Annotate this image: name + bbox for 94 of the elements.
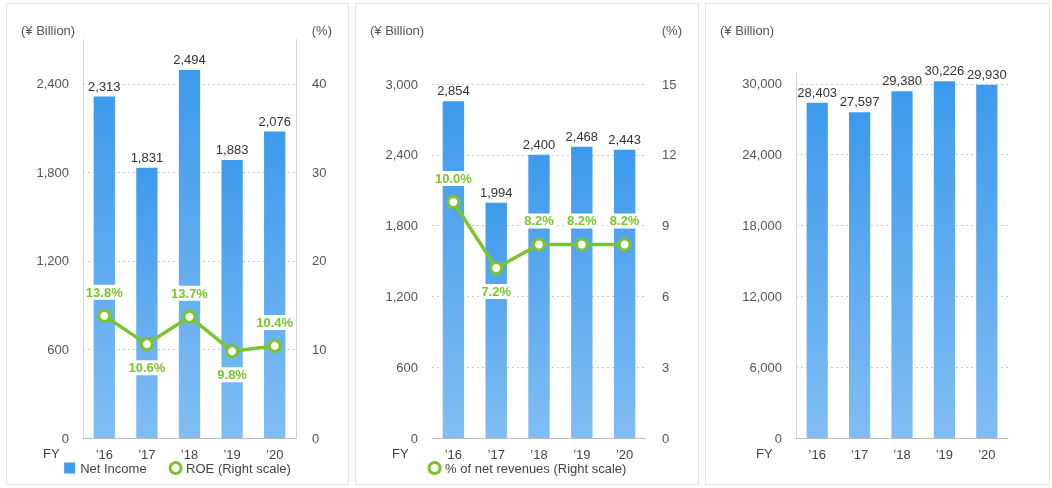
y-axis-title: (¥ Billion): [720, 23, 775, 38]
legend-label: ROE (Right scale): [186, 460, 291, 476]
y2-tick-label: 0: [312, 430, 320, 446]
data-label: 1,883: [215, 142, 249, 158]
y-tick-label: 0: [774, 430, 782, 446]
point: [267, 338, 282, 353]
x-tick-label: ’20: [615, 447, 634, 462]
y-axis-title: (¥ Billion): [370, 23, 425, 38]
data-label: 13.8%: [85, 284, 124, 300]
point: [489, 261, 504, 276]
x-tick-label: ’19: [223, 447, 241, 462]
point: [225, 344, 240, 359]
y2-tick-label: 9: [662, 218, 670, 234]
point: [182, 309, 197, 324]
y-tick-label: 1,200: [36, 253, 69, 269]
data-label: 29,930: [966, 66, 1007, 82]
y-tick-label: 2,400: [385, 147, 418, 163]
data-label: 30,226: [924, 63, 965, 79]
y-axis-title: (¥ Billion): [21, 23, 76, 38]
x-tick-label: ’18: [180, 447, 199, 462]
bar: [806, 102, 828, 438]
y-tick-label: 6,000: [749, 359, 782, 375]
x-tick-label: ’20: [978, 447, 996, 462]
x-tick-label: ’16: [95, 447, 113, 462]
point: [532, 237, 546, 252]
y2-tick-label: 15: [662, 76, 677, 92]
data-label: 27,597: [839, 94, 880, 110]
x-tick-label: ’19: [935, 447, 954, 462]
y2-tick-label: 12: [662, 147, 677, 163]
data-label: 2,313: [88, 78, 121, 94]
bar: [849, 112, 871, 438]
x-tick-label: ’17: [487, 447, 505, 462]
x-tick-label: ’17: [850, 447, 869, 462]
data-label: 2,443: [608, 131, 641, 147]
data-label: 2,494: [173, 51, 206, 67]
y-tick-label: 0: [410, 430, 418, 446]
point: [446, 195, 461, 209]
y2-tick-label: 10: [312, 341, 327, 357]
x-axis-title: FY: [43, 446, 60, 461]
data-label: 10.6%: [128, 360, 166, 376]
data-label: 9.8%: [217, 367, 248, 383]
data-label: 10.0%: [434, 171, 473, 186]
x-tick-label: ’18: [530, 447, 548, 462]
data-label: 8.2%: [566, 213, 598, 229]
data-label: 8.2%: [609, 213, 640, 229]
y-tick-label: 1,200: [385, 288, 418, 304]
y2-axis-title: (%): [661, 23, 682, 38]
bar: [976, 84, 998, 438]
data-label: 8.2%: [524, 213, 555, 229]
y-tick-label: 3,000: [385, 76, 418, 92]
y-tick-label: 600: [396, 359, 418, 375]
y2-tick-label: 0: [662, 430, 670, 446]
y-tick-label: 2,400: [36, 76, 69, 92]
bar: [891, 91, 913, 438]
data-label: 10.4%: [256, 314, 294, 330]
x-tick-label: ’16: [444, 447, 463, 462]
y2-tick-label: 20: [312, 253, 327, 269]
y2-tick-label: 6: [662, 288, 670, 304]
data-label: 7.2%: [481, 284, 512, 300]
bar: [933, 81, 955, 438]
y2-tick-label: 3: [662, 359, 670, 375]
data-label: 2,400: [522, 136, 556, 152]
y-tick-label: 24,000: [742, 147, 782, 163]
x-axis-title: FY: [392, 446, 409, 461]
legend-label: Net Income: [80, 460, 147, 476]
y-tick-label: 18,000: [742, 218, 782, 234]
y-tick-label: 1,800: [385, 218, 418, 234]
data-label: 28,403: [797, 84, 838, 100]
y-tick-label: 600: [47, 341, 69, 357]
y-tick-label: 0: [61, 430, 69, 446]
data-label: 2,854: [437, 83, 470, 99]
x-tick-label: ’19: [573, 447, 591, 462]
point: [97, 308, 112, 323]
data-label: 13.7%: [171, 285, 209, 301]
point: [139, 337, 154, 352]
data-label: 2,076: [258, 113, 291, 129]
y-tick-label: 12,000: [742, 288, 782, 304]
x-tick-label: ’18: [893, 447, 911, 462]
x-tick-label: ’17: [138, 447, 156, 462]
point: [574, 237, 589, 252]
x-axis-title: FY: [756, 446, 773, 461]
y2-axis-title: (%): [311, 23, 332, 38]
y-tick-label: 30,000: [742, 76, 782, 92]
legend-label: % of net revenues (Right scale): [445, 460, 627, 476]
y2-tick-label: 40: [312, 76, 327, 92]
x-tick-label: ’20: [266, 447, 284, 462]
y2-tick-label: 30: [312, 164, 327, 180]
point: [617, 237, 632, 252]
data-label: 2,468: [565, 128, 599, 144]
data-label: 29,380: [882, 73, 922, 89]
x-tick-label: ’16: [808, 447, 826, 462]
data-label: 1,831: [130, 149, 164, 165]
y-tick-label: 1,800: [36, 164, 69, 180]
data-label: 1,994: [479, 184, 513, 200]
